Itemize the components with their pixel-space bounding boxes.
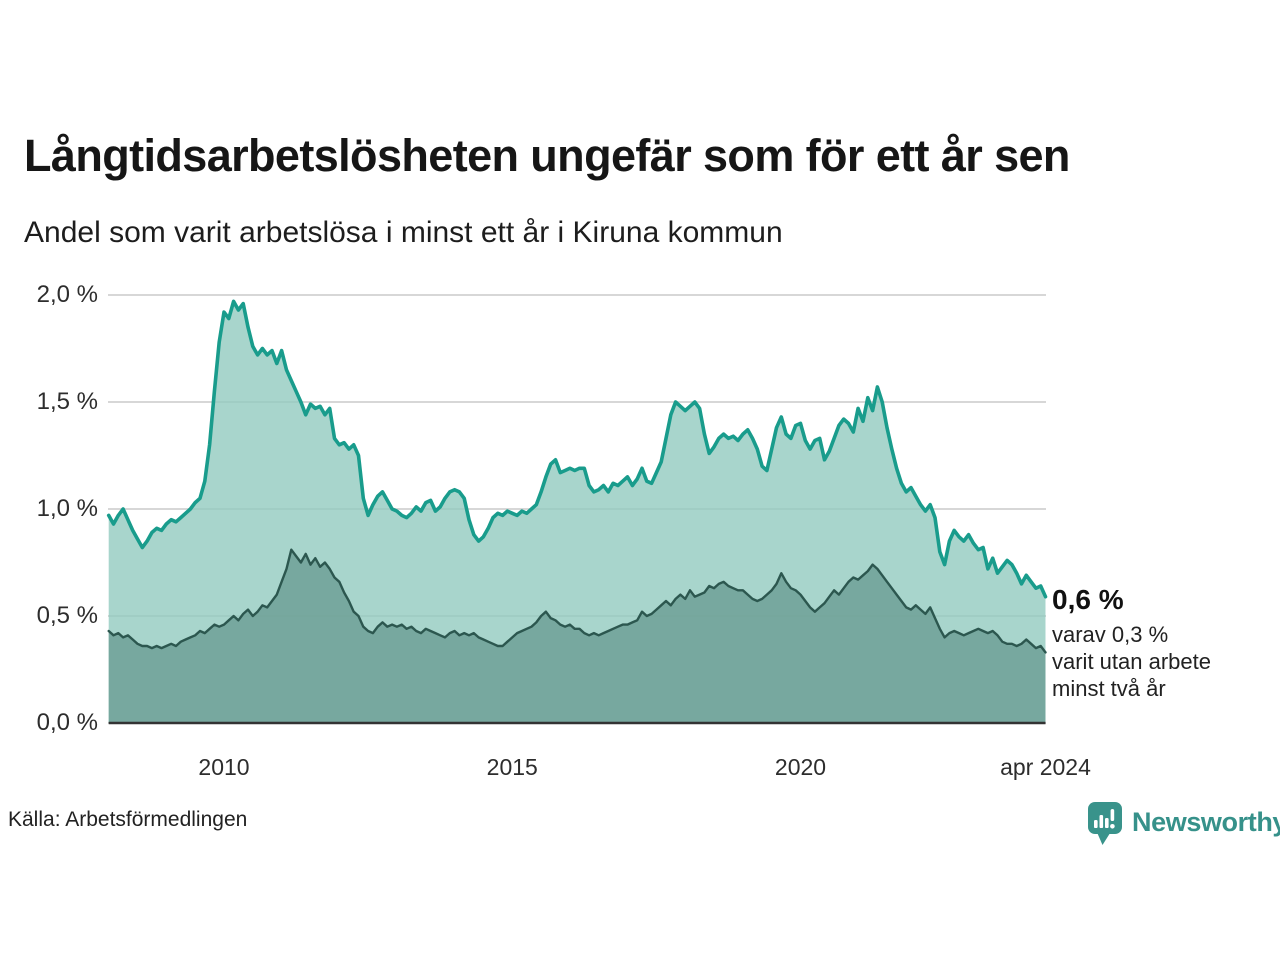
latest-value-annotation: 0,6 % varav 0,3 % varit utan arbete mins… — [1052, 584, 1277, 702]
x-axis-tick-label: 2015 — [486, 754, 538, 780]
plot-area: 0,0 % 0,5 % 1,0 % 1,5 % 2,0 % 2010 2015 2020 ap… — [0, 280, 1280, 840]
line-series-1 — [107, 548, 1047, 654]
chart-subtitle: Andel som varit arbetslösa i minst ett å… — [24, 216, 783, 249]
line-series-0 — [106, 299, 1048, 599]
annotation-line: varav 0,3 % — [1052, 622, 1169, 647]
annotation-line: varit utan arbete — [1052, 649, 1211, 674]
annotation-line: minst två år — [1052, 676, 1166, 701]
y-axis-tick-label: 0,5 % — [36, 602, 98, 629]
x-axis-tick-label: apr 2024 — [1000, 754, 1091, 780]
y-axis-tick-label: 1,0 % — [36, 495, 98, 522]
source-note: Källa: Arbetsförmedlingen — [8, 808, 248, 831]
newsworthy-logo: Newsworthy — [1086, 800, 1280, 846]
y-axis-tick-label: 2,0 % — [36, 281, 98, 308]
latest-value-label: 0,6 % — [1052, 584, 1124, 615]
chart-title: Långtidsarbetslösheten ungefär som för e… — [24, 130, 1070, 181]
newsworthy-logo-icon — [1088, 802, 1122, 845]
area-chart — [106, 294, 1048, 725]
newsworthy-logo-text: Newsworthy — [1132, 807, 1280, 837]
area-series-1 — [108, 549, 1046, 723]
x-axis-tick-label: 2020 — [774, 754, 827, 780]
y-axis-tick-label: 1,5 % — [36, 388, 98, 415]
y-axis-tick-label: 0,0 % — [36, 709, 98, 736]
x-axis-tick-label: 2010 — [198, 754, 250, 780]
